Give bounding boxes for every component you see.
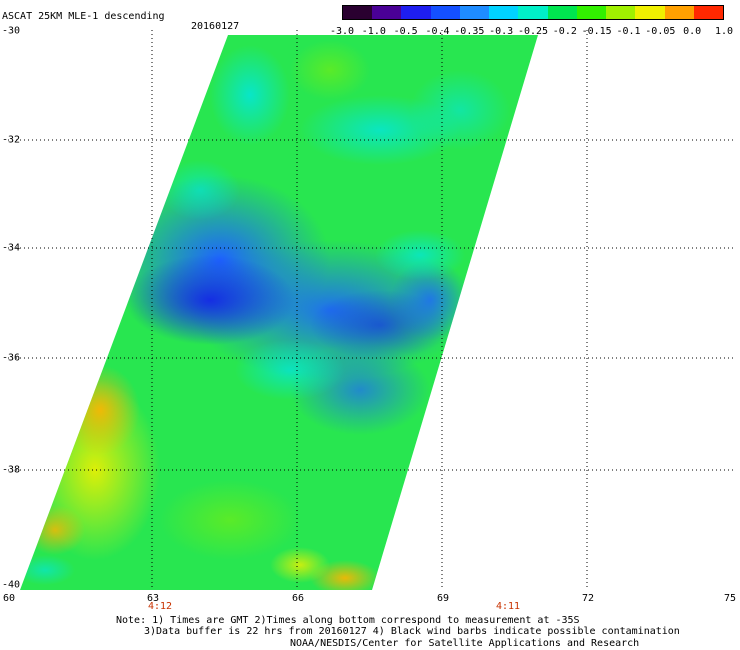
swath-field [20,35,538,590]
colorbar-label: -1.0 [361,26,386,37]
colorbar-segment [401,6,431,19]
colorbar-label: -0.2 [552,26,577,37]
product-title: ASCAT 25KM MLE-1 descending [2,11,165,22]
colorbar-label: -0.15 [581,26,612,37]
colorbar-segment [547,6,577,19]
colorbar-label: 1.0 [714,26,734,37]
colorbar-label: -0.35 [454,26,485,37]
colorbar-segment [343,6,373,19]
colorbar-label: -0.1 [616,26,641,37]
lon-label: 72 [581,593,595,604]
lon-label: 75 [723,593,737,604]
time-label: 4:12 [147,601,173,612]
colorbar-label: 0.0 [683,26,702,37]
colorbar-segment [372,6,402,19]
colorbar-label: -0.25 [517,26,549,37]
colorbar-segment [606,6,636,19]
lat-label: -40 [2,579,21,591]
lon-label: 66 [291,593,305,604]
colorbar-label: -0.5 [393,26,418,37]
colorbar-segment [693,6,724,19]
colorbar-segment [664,6,694,19]
colorbar-segment [576,6,607,19]
lon-label: 69 [436,593,450,604]
colorbar-label: -0.4 [425,26,450,37]
time-label: 4:11 [495,601,521,612]
colorbar-segment [635,6,665,19]
colorbar-label: -0.3 [489,26,514,37]
lon-label: 60 [2,593,16,604]
colorbar [342,5,724,20]
colorbar-segment [430,6,460,19]
lat-label: -32 [2,134,21,146]
note-line-3: NOAA/NESDIS/Center for Satellite Applica… [290,638,640,649]
date-title: 20160127 [191,21,240,32]
lat-label: -38 [2,464,21,476]
colorbar-label: -3.0 [329,26,355,37]
note-line-2: 3)Data buffer is 22 hrs from 20160127 4)… [144,626,680,637]
colorbar-label: -0.05 [645,26,676,37]
colorbar-segment [518,6,548,19]
note-line-1: Note: 1) Times are GMT 2)Times along bot… [116,615,580,626]
lat-label: -30 [2,25,21,37]
lat-label: -34 [2,242,21,254]
colorbar-segment [459,6,490,19]
lat-label: -36 [2,352,21,364]
colorbar-segment [489,6,519,19]
lat-lon-grid [8,30,735,590]
lon-label: 63 [146,593,160,604]
